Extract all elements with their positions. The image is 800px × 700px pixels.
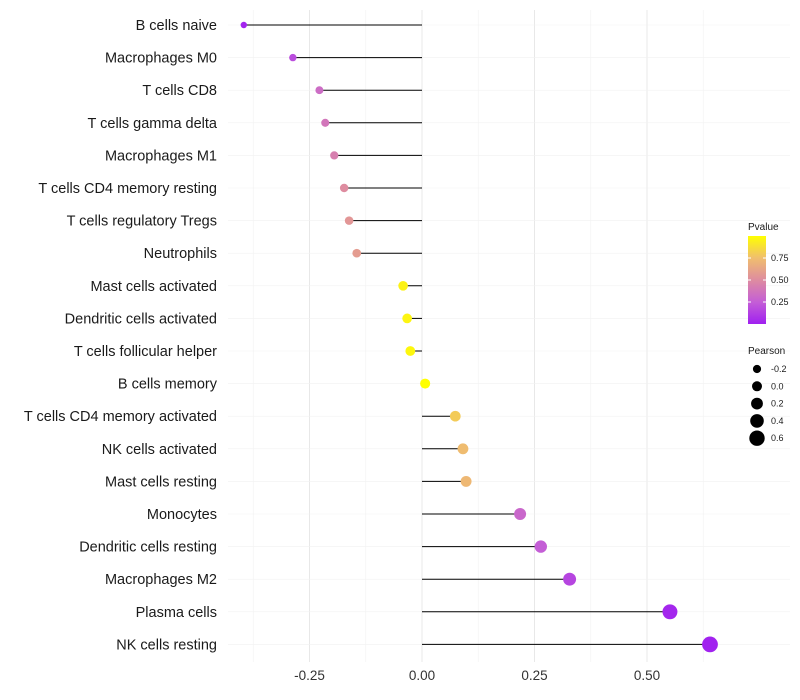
stem-layer [243,24,710,645]
lollipop-point [339,183,349,193]
pvalue-colorbar [748,236,766,324]
lollipop-point [315,86,324,95]
pearson-legend-dot [751,397,763,410]
category-label: B cells memory [118,377,218,393]
pearson-legend-label: 0.6 [771,433,784,443]
pearson-legend-label: -0.2 [771,364,787,374]
category-label: Dendritic cells resting [79,540,217,556]
pearson-legend-label: 0.4 [771,416,784,426]
lollipop-point [534,540,547,553]
pvalue-legend: Pvalue 0.25 0.50 0.75 [748,222,789,324]
lollipop-point [449,410,461,422]
category-label: Monocytes [147,507,217,523]
pearson-legend-dot [752,381,762,392]
category-label: Macrophages M1 [105,148,217,164]
lollipop-point [289,53,297,62]
category-label: Neutrophils [144,246,217,262]
x-tick-label: 0.00 [409,668,435,683]
lollipop-point [662,604,678,620]
x-tick-label: 0.50 [634,668,660,683]
pearson-legend-dot [749,430,765,446]
lollipop-point [457,443,469,455]
lollipop-point [398,280,408,291]
category-label: T cells CD8 [142,83,217,99]
x-tick-label: -0.25 [294,668,325,683]
grid-layer [228,10,790,662]
lollipop-point [420,378,431,389]
category-label: NK cells resting [116,637,217,653]
pearson-legend-dot [752,364,762,374]
category-label: Plasma cells [136,605,217,621]
category-label: Dendritic cells activated [65,311,217,327]
category-label: T cells CD4 memory activated [24,409,217,425]
pvalue-legend-title: Pvalue [748,222,779,233]
category-label: T cells gamma delta [88,116,218,132]
lollipop-point [460,475,472,487]
lollipop-point [563,572,577,586]
pvalue-legend-label: 0.50 [771,275,789,285]
category-label: NK cells activated [102,442,217,458]
pearson-legend-label: 0.2 [771,399,784,409]
pearson-legend-title: Pearson [748,346,785,357]
point-layer [240,21,718,653]
category-label: Macrophages M0 [105,51,217,67]
lollipop-point [344,216,354,225]
pearson-legend-label: 0.0 [771,381,784,391]
pvalue-legend-label: 0.25 [771,297,789,307]
lollipop-point [514,508,527,520]
lollipop-point [405,346,416,356]
lollipop-point [402,313,413,324]
category-label: T cells CD4 memory resting [38,181,217,197]
lollipop-point [321,118,330,127]
lollipop-point [240,21,248,29]
lollipop-point [702,636,718,653]
category-labels: B cells naive Macrophages M0 T cells CD8 T … [24,18,218,653]
category-label: Mast cells resting [105,474,217,490]
lollipop-point [352,248,362,258]
category-label: T cells follicular helper [74,344,217,360]
category-label: Mast cells activated [90,279,217,295]
pearson-legend: Pearson -0.2 0.0 0.2 0.4 0.6 [748,346,787,446]
x-axis-tick-labels: -0.25 0.00 0.25 0.50 [294,668,660,683]
pvalue-legend-label: 0.75 [771,253,789,263]
pearson-legend-dot [750,414,764,428]
lollipop-point [330,151,339,160]
x-tick-label: 0.25 [521,668,547,683]
category-label: T cells regulatory Tregs [67,214,217,230]
category-label: B cells naive [136,18,217,34]
category-label: Macrophages M2 [105,572,217,588]
